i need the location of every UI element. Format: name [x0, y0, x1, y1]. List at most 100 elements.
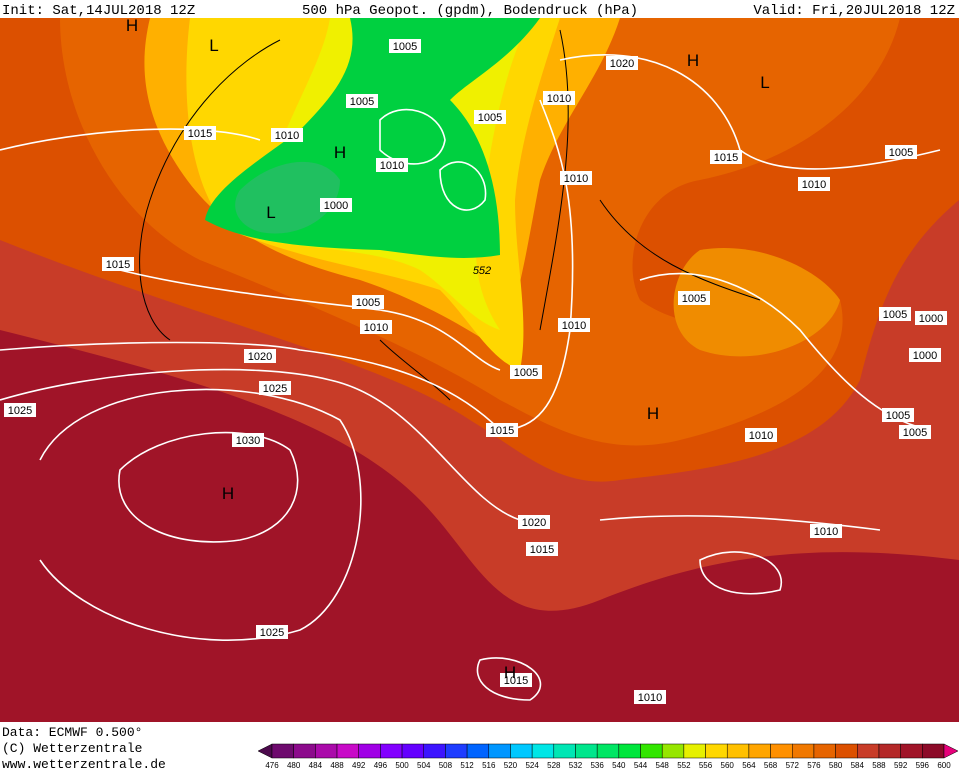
- colorbar-swatch: [813, 743, 836, 759]
- pressure-label: 1005: [889, 147, 913, 159]
- colorbar-swatch: [271, 743, 294, 759]
- pressure-label: 1000: [919, 313, 943, 325]
- colorbar-label: 516: [482, 761, 496, 770]
- pressure-label: 1010: [802, 179, 826, 191]
- colorbar-swatch: [878, 743, 901, 759]
- colorbar-swatch: [683, 743, 706, 759]
- pressure-label: 1010: [564, 173, 588, 185]
- colorbar-swatch: [792, 743, 815, 759]
- label-box: [376, 158, 408, 172]
- label-box: [518, 515, 550, 529]
- colorbar-swatch: [748, 743, 771, 759]
- colorbar-swatch: [466, 743, 490, 759]
- colorbar-swatch: [423, 743, 446, 759]
- pressure-label: 1005: [883, 309, 907, 321]
- colorbar: 476 480 484 488 492 496 500 504 508 512 516 520 524 5…: [257, 743, 959, 770]
- label-box: [486, 423, 518, 437]
- colorbar-label: 532: [569, 761, 583, 770]
- colorbar-label: 524: [525, 761, 539, 770]
- pressure-label: 1010: [638, 692, 662, 704]
- colorbar-swatch: [835, 743, 858, 759]
- pressure-label: 1005: [393, 41, 417, 53]
- colorbar-label: 540: [612, 761, 626, 770]
- colorbar-swatch: [618, 743, 641, 759]
- pressure-label: 1005: [356, 297, 380, 309]
- pressure-center: H: [334, 143, 346, 162]
- label-box: [389, 39, 421, 53]
- pressure-label: 1010: [380, 160, 404, 172]
- pressure-center: H: [647, 404, 659, 423]
- label-box: [4, 403, 36, 417]
- colorbar-label: 536: [590, 761, 604, 770]
- label-box: [184, 126, 216, 140]
- pressure-label: 1010: [547, 93, 571, 105]
- label-box: [810, 524, 842, 538]
- label-box: [885, 145, 917, 159]
- label-box: [526, 542, 558, 556]
- colorbar-label: 580: [829, 761, 843, 770]
- colorbar-label: 500: [395, 761, 409, 770]
- label-box: [500, 673, 532, 687]
- isobar: [39, 388, 362, 641]
- pressure-label: 1015: [504, 675, 528, 687]
- colorbar-swatch: [336, 743, 359, 759]
- pressure-center: H: [687, 51, 699, 70]
- label-box: [259, 381, 291, 395]
- colorbar-swatch: [857, 743, 880, 759]
- colorbar-label: 484: [309, 761, 323, 770]
- isobar: [0, 341, 521, 521]
- copyright: (C) Wetterzentrale: [2, 741, 142, 756]
- label-box: [543, 91, 575, 105]
- pressure-label: 1005: [478, 112, 502, 124]
- colorbar-swatch: [770, 743, 793, 759]
- pressure-label: 1015: [490, 425, 514, 437]
- pressure-center: L: [760, 73, 769, 92]
- label-box: [606, 56, 638, 70]
- colorbar-label: 492: [352, 761, 366, 770]
- colorbar-label: 508: [439, 761, 453, 770]
- label-box: [745, 428, 777, 442]
- label-box: [346, 94, 378, 108]
- pressure-label: 1010: [749, 430, 773, 442]
- label-box: [798, 177, 830, 191]
- colorbar-label: 568: [764, 761, 778, 770]
- colorbar-swatch: [596, 743, 620, 759]
- colorbar-end: [943, 743, 959, 759]
- colorbar-swatch: [575, 743, 598, 759]
- label-box: [879, 307, 911, 321]
- colorbar-label: 520: [504, 761, 518, 770]
- colorbar-swatch: [401, 743, 424, 759]
- valid-time: Valid: Fri,20JUL2018 12Z: [753, 3, 955, 19]
- colorbar-label: 584: [851, 761, 865, 770]
- pressure-label: 1005: [514, 367, 538, 379]
- pressure-center: H: [126, 16, 138, 35]
- colorbar-label: 572: [786, 761, 800, 770]
- pressure-label: 1025: [260, 627, 284, 639]
- pressure-label: 1015: [714, 152, 738, 164]
- header-bar: [0, 0, 959, 18]
- isobar: [476, 551, 783, 701]
- colorbar-label: 592: [894, 761, 908, 770]
- pressure-center: H: [222, 484, 234, 503]
- colorbar-swatch: [553, 743, 576, 759]
- colorbar-label: 552: [677, 761, 691, 770]
- pressure-label: 1030: [236, 435, 260, 447]
- pressure-label: 1025: [8, 405, 32, 417]
- label-box: [634, 690, 666, 704]
- label-box: [320, 198, 352, 212]
- pressure-center: L: [209, 36, 218, 55]
- pressure-label: 1000: [913, 350, 937, 362]
- pressure-label: 1010: [275, 130, 299, 142]
- label-box: [232, 433, 264, 447]
- label-box: [560, 171, 592, 185]
- label-box: [899, 425, 931, 439]
- colorbar-label: 564: [742, 761, 756, 770]
- colorbar-label: 556: [699, 761, 713, 770]
- label-box: [710, 150, 742, 164]
- colorbar-swatch: [358, 743, 381, 759]
- label-box: [244, 349, 276, 363]
- colorbar-swatch: [445, 743, 468, 759]
- pressure-label: 1010: [562, 320, 586, 332]
- website: www.wetterzentrale.de: [2, 757, 166, 770]
- contour-label: 552: [473, 265, 491, 277]
